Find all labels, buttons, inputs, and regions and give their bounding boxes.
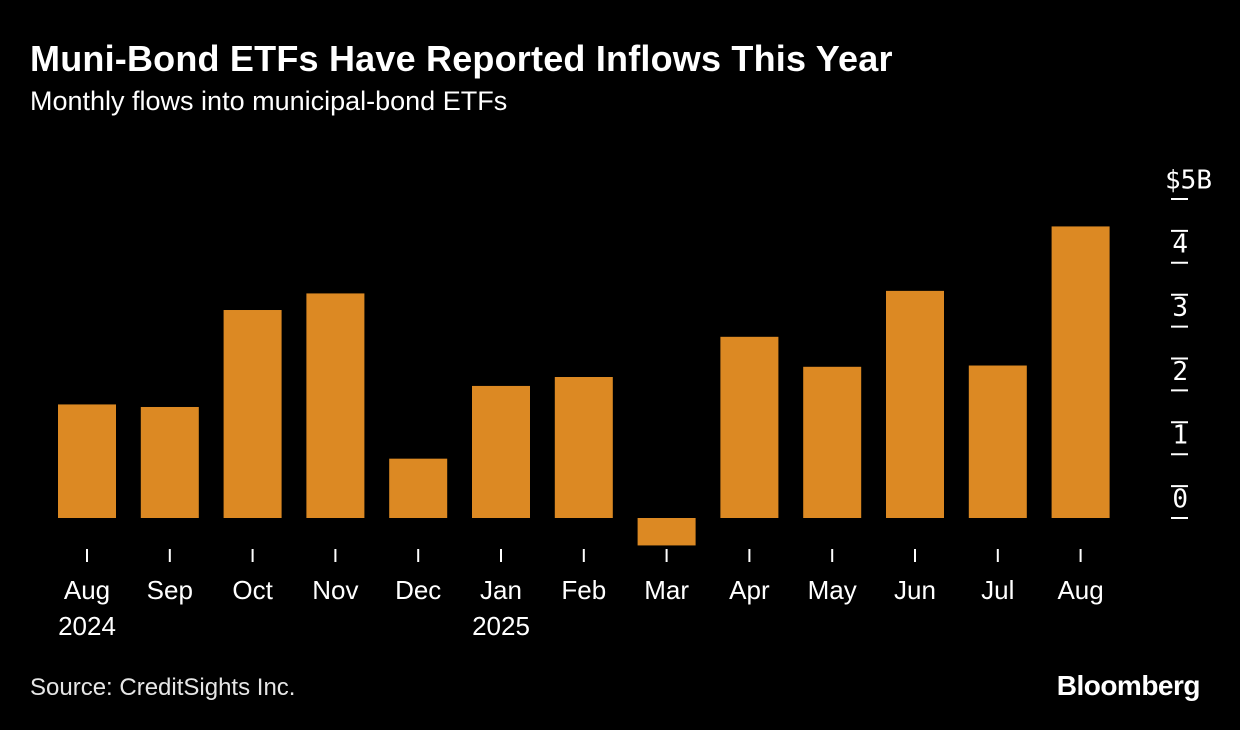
- x-tick-label: Dec: [395, 575, 441, 605]
- bloomberg-logo: Bloomberg: [1056, 670, 1201, 701]
- bar: [472, 385, 530, 518]
- y-tick-label: 2: [1172, 357, 1188, 387]
- x-tick-label: Jan: [480, 575, 522, 605]
- x-axis: Aug 2024 Sep Oct Nov Dec Jan 2025 Feb Mar Apr May Ju…: [58, 549, 1104, 641]
- x-tick-label: Sep: [147, 575, 193, 605]
- bar: [637, 518, 696, 546]
- bar: [1051, 226, 1110, 518]
- y-tick-label: 3: [1172, 293, 1188, 323]
- y-tick-label: 0: [1172, 485, 1188, 515]
- chart-title: Muni-Bond ETFs Have Reported Inflows Thi…: [30, 38, 893, 79]
- x-tick-label: May: [808, 575, 857, 605]
- bar: [140, 406, 199, 518]
- bar: [886, 290, 944, 518]
- chart-subtitle: Monthly flows into municipal-bond ETFs: [30, 86, 508, 116]
- y-axis: 0 1 2 3 4 $5B: [1165, 166, 1212, 519]
- bar: [968, 365, 1027, 518]
- x-tick-label: Oct: [232, 575, 273, 605]
- x-tick-label: Aug: [1057, 575, 1103, 605]
- x-year-label: 2025: [472, 611, 530, 641]
- x-tick-label: Jul: [981, 575, 1014, 605]
- y-tick-label: $5B: [1165, 166, 1212, 196]
- bars-group: [58, 226, 1110, 546]
- x-tick-label: Apr: [729, 575, 770, 605]
- bar: [389, 458, 448, 518]
- x-tick-label: Feb: [561, 575, 606, 605]
- bar: [803, 366, 862, 518]
- x-tick-label: Mar: [644, 575, 689, 605]
- source-note: Source: CreditSights Inc.: [30, 674, 296, 701]
- bar: [223, 310, 282, 518]
- y-tick-label: 4: [1172, 229, 1188, 259]
- bar: [306, 293, 365, 518]
- x-tick-label: Aug: [64, 575, 110, 605]
- bar: [58, 404, 116, 518]
- y-tick-label: 1: [1172, 421, 1188, 451]
- bar: [554, 377, 613, 518]
- x-tick-label: Nov: [312, 575, 358, 605]
- x-year-label: 2024: [58, 611, 116, 641]
- x-tick-label: Jun: [894, 575, 936, 605]
- bar: [720, 336, 779, 518]
